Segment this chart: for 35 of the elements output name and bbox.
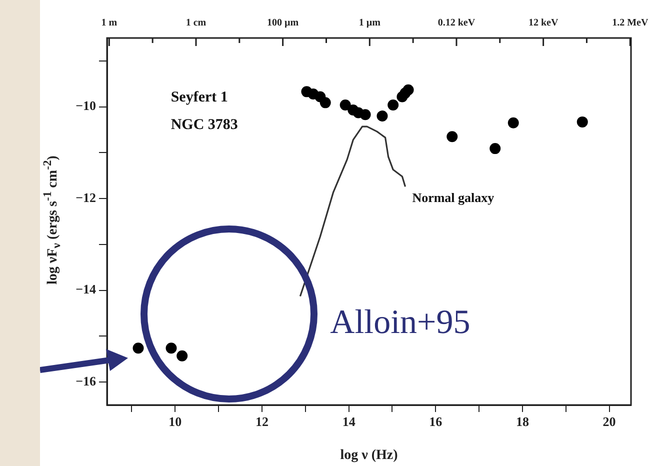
point xyxy=(576,116,588,128)
point xyxy=(490,143,501,154)
point xyxy=(132,342,144,354)
text: 1.2 MeV xyxy=(612,18,649,29)
point xyxy=(340,99,351,110)
x-tick-label: 12 xyxy=(255,414,268,430)
x-tick-label: 10 xyxy=(168,414,182,430)
point xyxy=(320,97,331,108)
point xyxy=(446,131,458,142)
y-tick-label: −14 xyxy=(76,282,96,297)
point xyxy=(166,342,177,354)
x-tick-label: 18 xyxy=(516,414,530,430)
y-tick-label: −12 xyxy=(76,190,96,205)
text: 1 m xyxy=(101,18,118,29)
text: 100 µm xyxy=(267,18,300,29)
point xyxy=(376,110,388,122)
annotation: Alloin+95 xyxy=(330,304,470,342)
annotation: NGC 3783 xyxy=(170,117,238,134)
point xyxy=(388,99,399,110)
x-axis-title: log ν (Hz) xyxy=(340,448,398,464)
text: 0.12 keV xyxy=(438,18,476,29)
text: 1 cm xyxy=(186,18,207,29)
y-tick-label: −16 xyxy=(76,373,96,388)
text: 1 µm xyxy=(358,18,382,29)
point xyxy=(176,350,188,362)
annotation: Seyfert 1 xyxy=(170,90,228,106)
y-tick-label: −10 xyxy=(76,98,96,114)
annotation: Normal galaxy xyxy=(412,190,495,205)
point xyxy=(360,109,371,120)
point xyxy=(508,117,519,128)
x-tick-label: 20 xyxy=(602,414,616,430)
x-tick-label: 14 xyxy=(342,414,356,430)
text: 12 keV xyxy=(528,18,559,29)
x-tick-label: 16 xyxy=(429,414,443,430)
point xyxy=(402,84,414,96)
